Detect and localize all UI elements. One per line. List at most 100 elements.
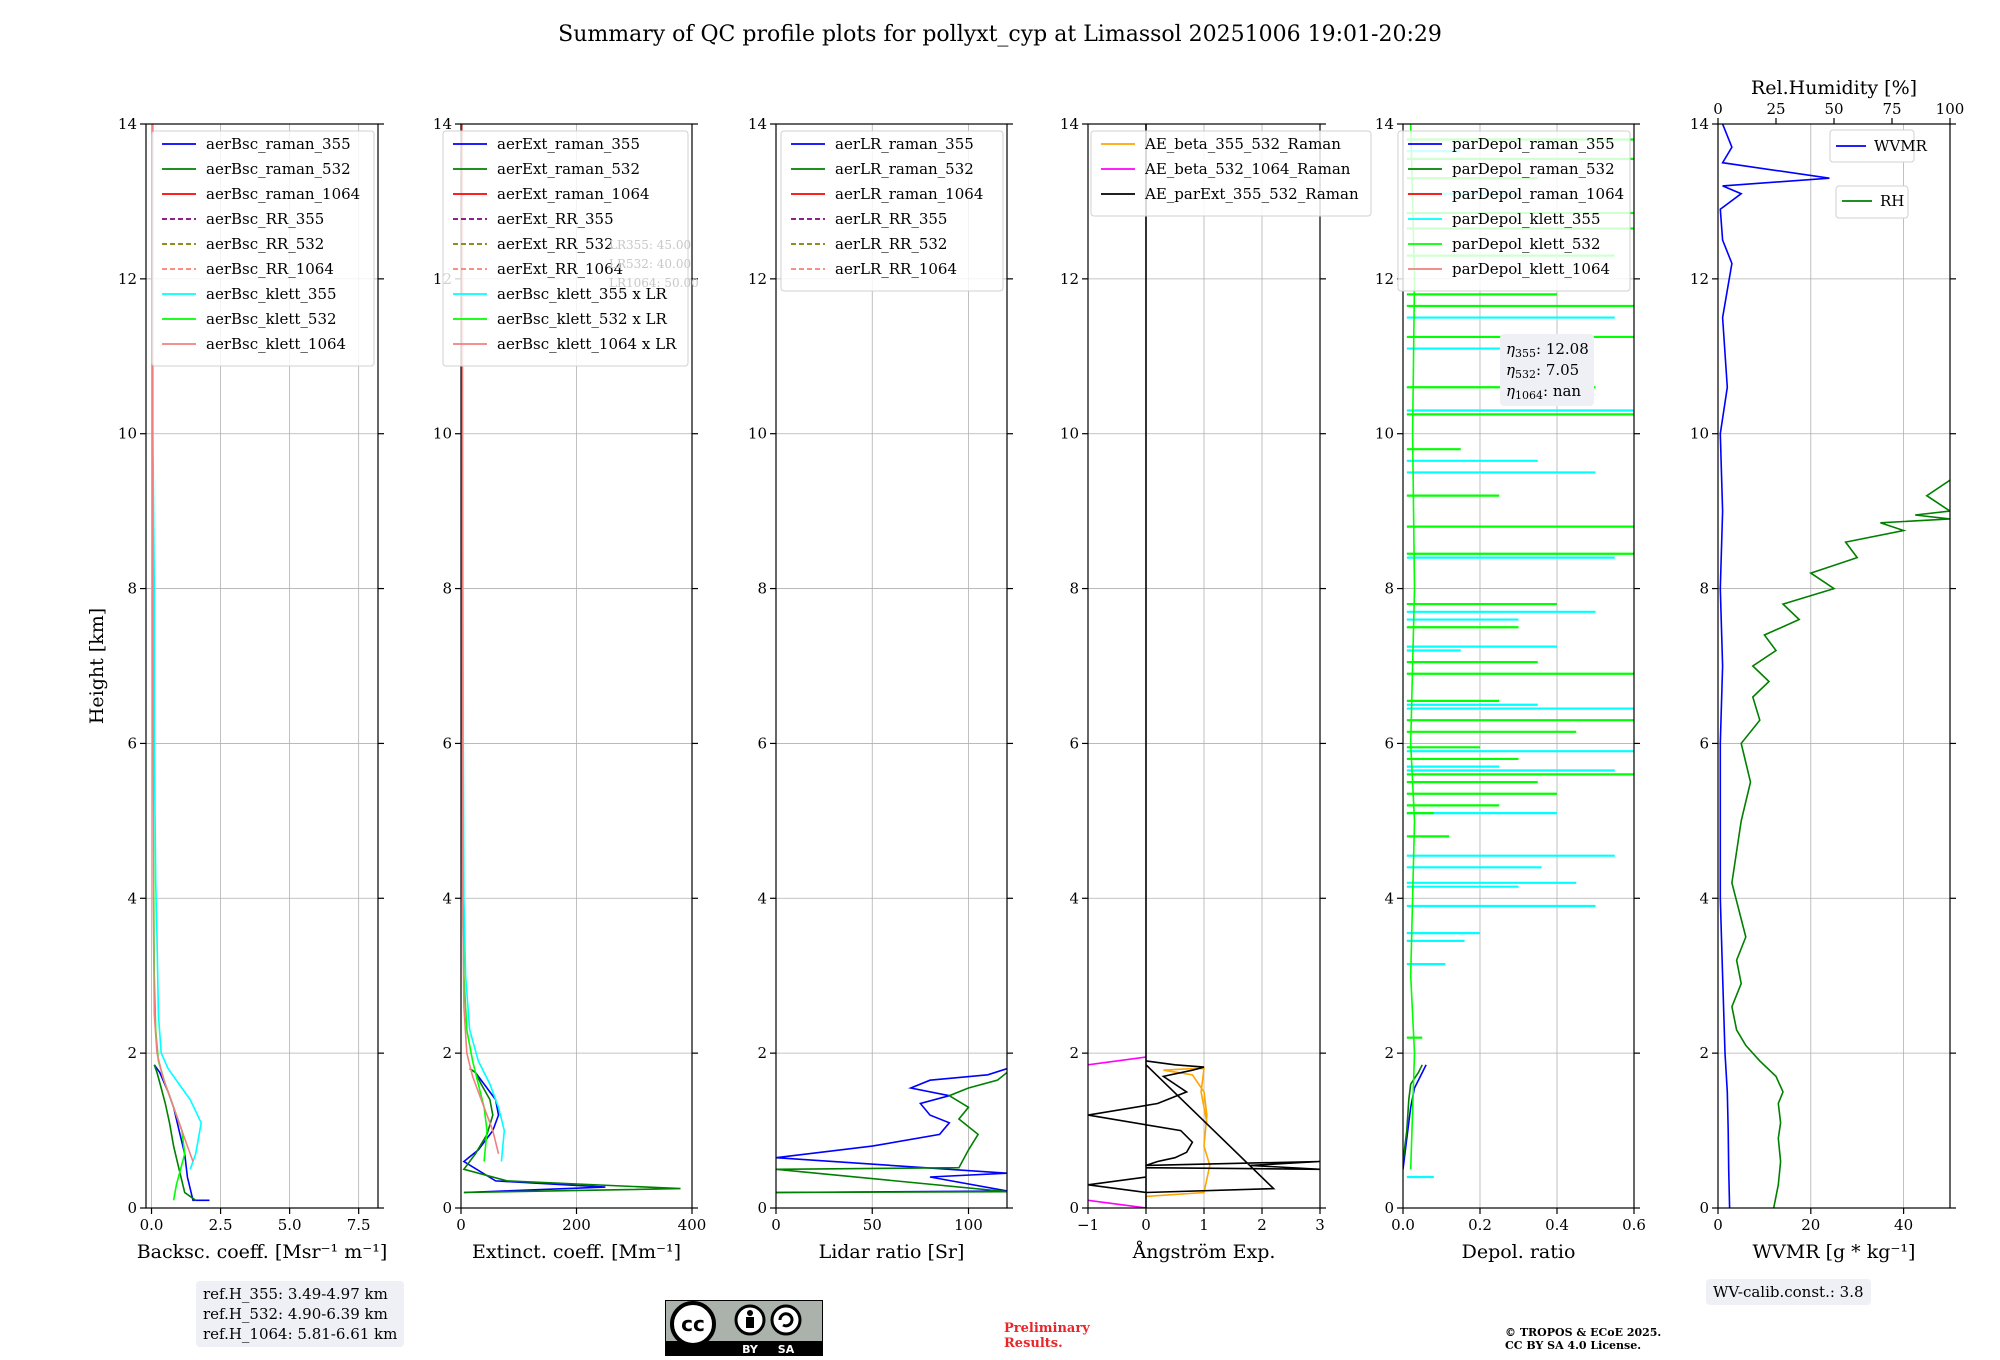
- ytick-label: 14: [748, 115, 767, 133]
- xaxis-label: Lidar ratio [Sr]: [819, 1241, 965, 1263]
- axes-frame: [1402, 123, 1635, 1209]
- ytick-label: 6: [757, 734, 767, 752]
- series-aerLR_raman_532: [776, 1071, 1007, 1194]
- legend-label: aerBsc_RR_1064: [206, 260, 334, 278]
- ytick-label: 10: [1375, 425, 1394, 443]
- copyright-note: © TROPOS & ECoE 2025. CC BY SA 4.0 Licen…: [1505, 1326, 1662, 1352]
- series-AE_beta_355_532_Raman: [1145, 1067, 1211, 1198]
- chart-bsc: 0 2 4 6 8 10 12 14 0.0 2.5 5.0 7.5 Backsc. coeff. [M…: [118, 115, 387, 1263]
- ytick-label: 8: [757, 580, 767, 598]
- cc-license-logo: cc BY SA: [665, 1300, 823, 1356]
- ytick-label: 4: [442, 889, 452, 907]
- top-xtick-label: 0: [1713, 100, 1723, 118]
- legend-label: aerBsc_RR_355: [206, 210, 324, 228]
- series-aerExt_raman_532: [462, 1067, 681, 1194]
- legend-label: aerExt_RR_1064: [497, 260, 623, 278]
- xtick-label: 5.0: [278, 1216, 302, 1234]
- xtick-label: 0.0: [1391, 1216, 1415, 1234]
- ytick-label: 10: [118, 425, 137, 443]
- legend-box: [442, 130, 689, 367]
- xaxis-label: Depol. ratio: [1462, 1241, 1576, 1263]
- eta-value: η1064: nan: [1506, 382, 1581, 402]
- legend-wvmr: WVMR: [1829, 129, 1928, 163]
- ytick-label: 4: [757, 889, 767, 907]
- legend-box: [1397, 130, 1631, 292]
- ytick-label: 12: [118, 270, 137, 288]
- legend-label: AE_parExt_355_532_Raman: [1144, 185, 1359, 203]
- ytick-label: 6: [1069, 734, 1079, 752]
- legend: aerExt_raman_355 aerExt_raman_532 aerExt_r…: [442, 130, 689, 367]
- lidar-ratio-labels: LR355: 45.00 LR532: 40.00 LR1064: 50.00: [609, 238, 699, 290]
- xtick-label: 2: [1257, 1216, 1267, 1234]
- wv-calib-box: WV-calib.const.: 3.8: [1706, 1279, 1871, 1305]
- ytick-label: 14: [1690, 115, 1709, 133]
- cc-logo-sa: SA: [778, 1343, 795, 1356]
- ytick-label: 2: [127, 1044, 137, 1062]
- xtick-label: 0.4: [1545, 1216, 1569, 1234]
- legend: aerBsc_raman_355 aerBsc_raman_532 aerBsc_r…: [151, 130, 375, 367]
- xtick-label: 1: [1199, 1216, 1209, 1234]
- lr-value-label: LR1064: 50.00: [609, 276, 699, 290]
- xtick-label: 40: [1894, 1216, 1913, 1234]
- ytick-label: 0: [1069, 1199, 1079, 1217]
- chart-depol: 0 2 4 6 8 10 12 14 0.0 0.2 0.4 0.6 Depol. ratio parDe…: [1375, 115, 1646, 1263]
- legend-label: aerBsc_klett_1064: [206, 335, 346, 353]
- wv-calib-const: WV-calib.const.: 3.8: [1713, 1283, 1864, 1301]
- ytick-label: 12: [748, 270, 767, 288]
- figure-title: Summary of QC profile plots for pollyxt_…: [558, 22, 1442, 47]
- eta-value: η355: 12.08: [1506, 340, 1589, 360]
- legend-box: [1090, 130, 1372, 217]
- legend-label: aerLR_raman_532: [835, 160, 974, 178]
- top-xtick-label: 50: [1824, 100, 1843, 118]
- ytick-label: 14: [1375, 115, 1394, 133]
- series-aerBsc_raman_532: [153, 1064, 197, 1201]
- legend-rh: RH: [1835, 185, 1909, 219]
- xtick-label: 0: [456, 1216, 466, 1234]
- series-group: [776, 1067, 1007, 1194]
- ytick-label: 4: [127, 889, 137, 907]
- ref-height-355: ref.H_355: 3.49-4.97 km: [203, 1285, 388, 1303]
- series-aerBsc_klett_1064-x-LR: [461, 124, 500, 1154]
- ytick-label: 0: [1384, 1199, 1394, 1217]
- top-xaxis-label: Rel.Humidity [%]: [1751, 77, 1917, 99]
- ytick-label: 8: [442, 580, 452, 598]
- ytick-label: 2: [1069, 1044, 1079, 1062]
- legend-box: [780, 130, 1004, 292]
- xaxis-label: WVMR [g * kg⁻¹]: [1753, 1241, 1916, 1263]
- legend-label: aerBsc_raman_355: [206, 135, 351, 153]
- ytick-label: 0: [127, 1199, 137, 1217]
- legend-label: aerBsc_raman_1064: [206, 185, 360, 203]
- legend-box: [151, 130, 375, 367]
- series-group: [1719, 124, 1950, 1208]
- legend-label: parDepol_klett_1064: [1452, 260, 1610, 278]
- legend-box: [1835, 185, 1909, 219]
- legend-label: aerExt_RR_532: [497, 235, 614, 253]
- xtick-label: 0.6: [1622, 1216, 1646, 1234]
- legend-label: aerLR_RR_355: [835, 210, 947, 228]
- ytick-label: 4: [1699, 889, 1709, 907]
- legend-label: aerBsc_raman_532: [206, 160, 351, 178]
- xtick-label: 50: [863, 1216, 882, 1234]
- ytick-label: 10: [1060, 425, 1079, 443]
- series-aerBsc_raman_355: [153, 1064, 210, 1202]
- legend-label: aerBsc_klett_355: [206, 285, 337, 303]
- ytick-label: 6: [127, 734, 137, 752]
- series-parDepol_raman_355: [1403, 1064, 1427, 1170]
- ytick-label: 0: [757, 1199, 767, 1217]
- series-AE_beta_532_1064_Raman-upper-: [1088, 1056, 1147, 1066]
- chart-lr: 0 2 4 6 8 10 12 14 0 50 100 Lidar ratio [Sr] aerLR_r…: [748, 115, 1013, 1263]
- ref-height-532: ref.H_532: 4.90-6.39 km: [203, 1305, 388, 1323]
- legend-label: aerBsc_klett_532: [206, 310, 337, 328]
- legend-label: parDepol_klett_355: [1452, 210, 1601, 228]
- top-xtick-label: 25: [1766, 100, 1785, 118]
- ref-height-1064: ref.H_1064: 5.81-6.61 km: [203, 1325, 398, 1343]
- xaxis-label: Ångström Exp.: [1132, 1241, 1276, 1263]
- legend: AE_beta_355_532_Raman AE_beta_532_1064_Ra…: [1090, 130, 1372, 217]
- series-AE_parExt_355_532_Raman: [1088, 124, 1320, 1208]
- series-aerBsc_klett_355: [152, 124, 203, 1170]
- legend: aerLR_raman_355 aerLR_raman_532 aerLR_rama…: [780, 130, 1004, 292]
- legend-label: RH: [1880, 192, 1904, 210]
- series-aerBsc_klett_1064: [151, 124, 194, 1162]
